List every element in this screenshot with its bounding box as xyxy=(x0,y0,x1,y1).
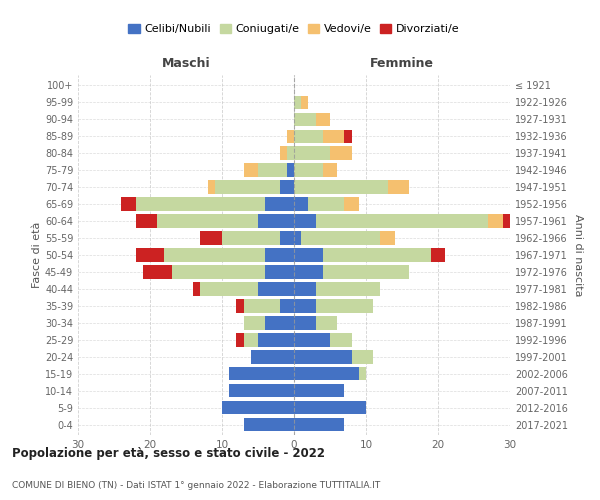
Bar xyxy=(301,96,308,109)
Bar xyxy=(265,198,294,210)
Bar xyxy=(136,198,265,210)
Bar xyxy=(280,300,294,312)
Bar xyxy=(316,282,380,296)
Bar xyxy=(330,146,352,160)
Bar xyxy=(308,198,344,210)
Bar xyxy=(280,232,294,244)
Bar xyxy=(294,130,323,143)
Bar xyxy=(244,418,294,432)
Bar xyxy=(280,146,287,160)
Bar xyxy=(294,112,316,126)
Bar xyxy=(294,334,330,346)
Bar xyxy=(236,300,244,312)
Bar xyxy=(388,180,409,194)
Bar xyxy=(208,180,215,194)
Bar xyxy=(294,316,316,330)
Bar xyxy=(316,112,330,126)
Bar xyxy=(323,164,337,176)
Bar xyxy=(136,248,164,262)
Bar xyxy=(229,384,294,398)
Bar xyxy=(316,316,337,330)
Bar xyxy=(316,300,373,312)
Bar xyxy=(157,214,258,228)
Bar xyxy=(265,316,294,330)
Bar xyxy=(258,164,287,176)
Bar xyxy=(193,282,200,296)
Bar xyxy=(294,367,359,380)
Bar xyxy=(323,248,431,262)
Bar xyxy=(323,266,409,278)
Bar xyxy=(294,198,308,210)
Bar xyxy=(294,164,323,176)
Bar xyxy=(121,198,136,210)
Bar xyxy=(344,130,352,143)
Bar xyxy=(244,300,280,312)
Bar xyxy=(323,130,344,143)
Bar xyxy=(330,334,352,346)
Bar xyxy=(265,248,294,262)
Text: COMUNE DI BIENO (TN) - Dati ISTAT 1° gennaio 2022 - Elaborazione TUTTITALIA.IT: COMUNE DI BIENO (TN) - Dati ISTAT 1° gen… xyxy=(12,480,380,490)
Bar xyxy=(294,214,316,228)
Bar xyxy=(488,214,503,228)
Bar xyxy=(503,214,510,228)
Text: Popolazione per età, sesso e stato civile - 2022: Popolazione per età, sesso e stato civil… xyxy=(12,448,325,460)
Bar xyxy=(344,198,359,210)
Bar xyxy=(172,266,265,278)
Bar xyxy=(258,214,294,228)
Bar xyxy=(431,248,445,262)
Bar xyxy=(352,350,373,364)
Bar xyxy=(244,334,258,346)
Bar xyxy=(229,367,294,380)
Bar xyxy=(294,180,388,194)
Bar xyxy=(294,232,301,244)
Bar xyxy=(294,266,323,278)
Bar xyxy=(244,164,258,176)
Bar xyxy=(136,214,157,228)
Bar xyxy=(258,282,294,296)
Bar xyxy=(222,401,294,414)
Bar xyxy=(164,248,265,262)
Legend: Celibi/Nubili, Coniugati/e, Vedovi/e, Divorziati/e: Celibi/Nubili, Coniugati/e, Vedovi/e, Di… xyxy=(124,20,464,38)
Bar xyxy=(294,350,352,364)
Y-axis label: Anni di nascita: Anni di nascita xyxy=(574,214,583,296)
Bar xyxy=(222,232,280,244)
Bar xyxy=(280,180,294,194)
Bar xyxy=(287,164,294,176)
Text: Maschi: Maschi xyxy=(161,57,211,70)
Bar xyxy=(316,214,488,228)
Bar xyxy=(287,146,294,160)
Bar xyxy=(301,232,380,244)
Bar xyxy=(294,96,301,109)
Bar xyxy=(258,334,294,346)
Bar xyxy=(294,384,344,398)
Bar xyxy=(200,282,258,296)
Bar xyxy=(294,401,366,414)
Bar xyxy=(294,300,316,312)
Bar xyxy=(244,316,265,330)
Bar xyxy=(265,266,294,278)
Bar xyxy=(380,232,395,244)
Bar xyxy=(287,130,294,143)
Bar xyxy=(294,282,316,296)
Bar xyxy=(294,146,330,160)
Bar xyxy=(215,180,280,194)
Text: Femmine: Femmine xyxy=(370,57,434,70)
Bar xyxy=(251,350,294,364)
Bar xyxy=(200,232,222,244)
Bar xyxy=(294,248,323,262)
Y-axis label: Fasce di età: Fasce di età xyxy=(32,222,42,288)
Bar xyxy=(143,266,172,278)
Bar xyxy=(294,418,344,432)
Bar xyxy=(236,334,244,346)
Bar xyxy=(359,367,366,380)
